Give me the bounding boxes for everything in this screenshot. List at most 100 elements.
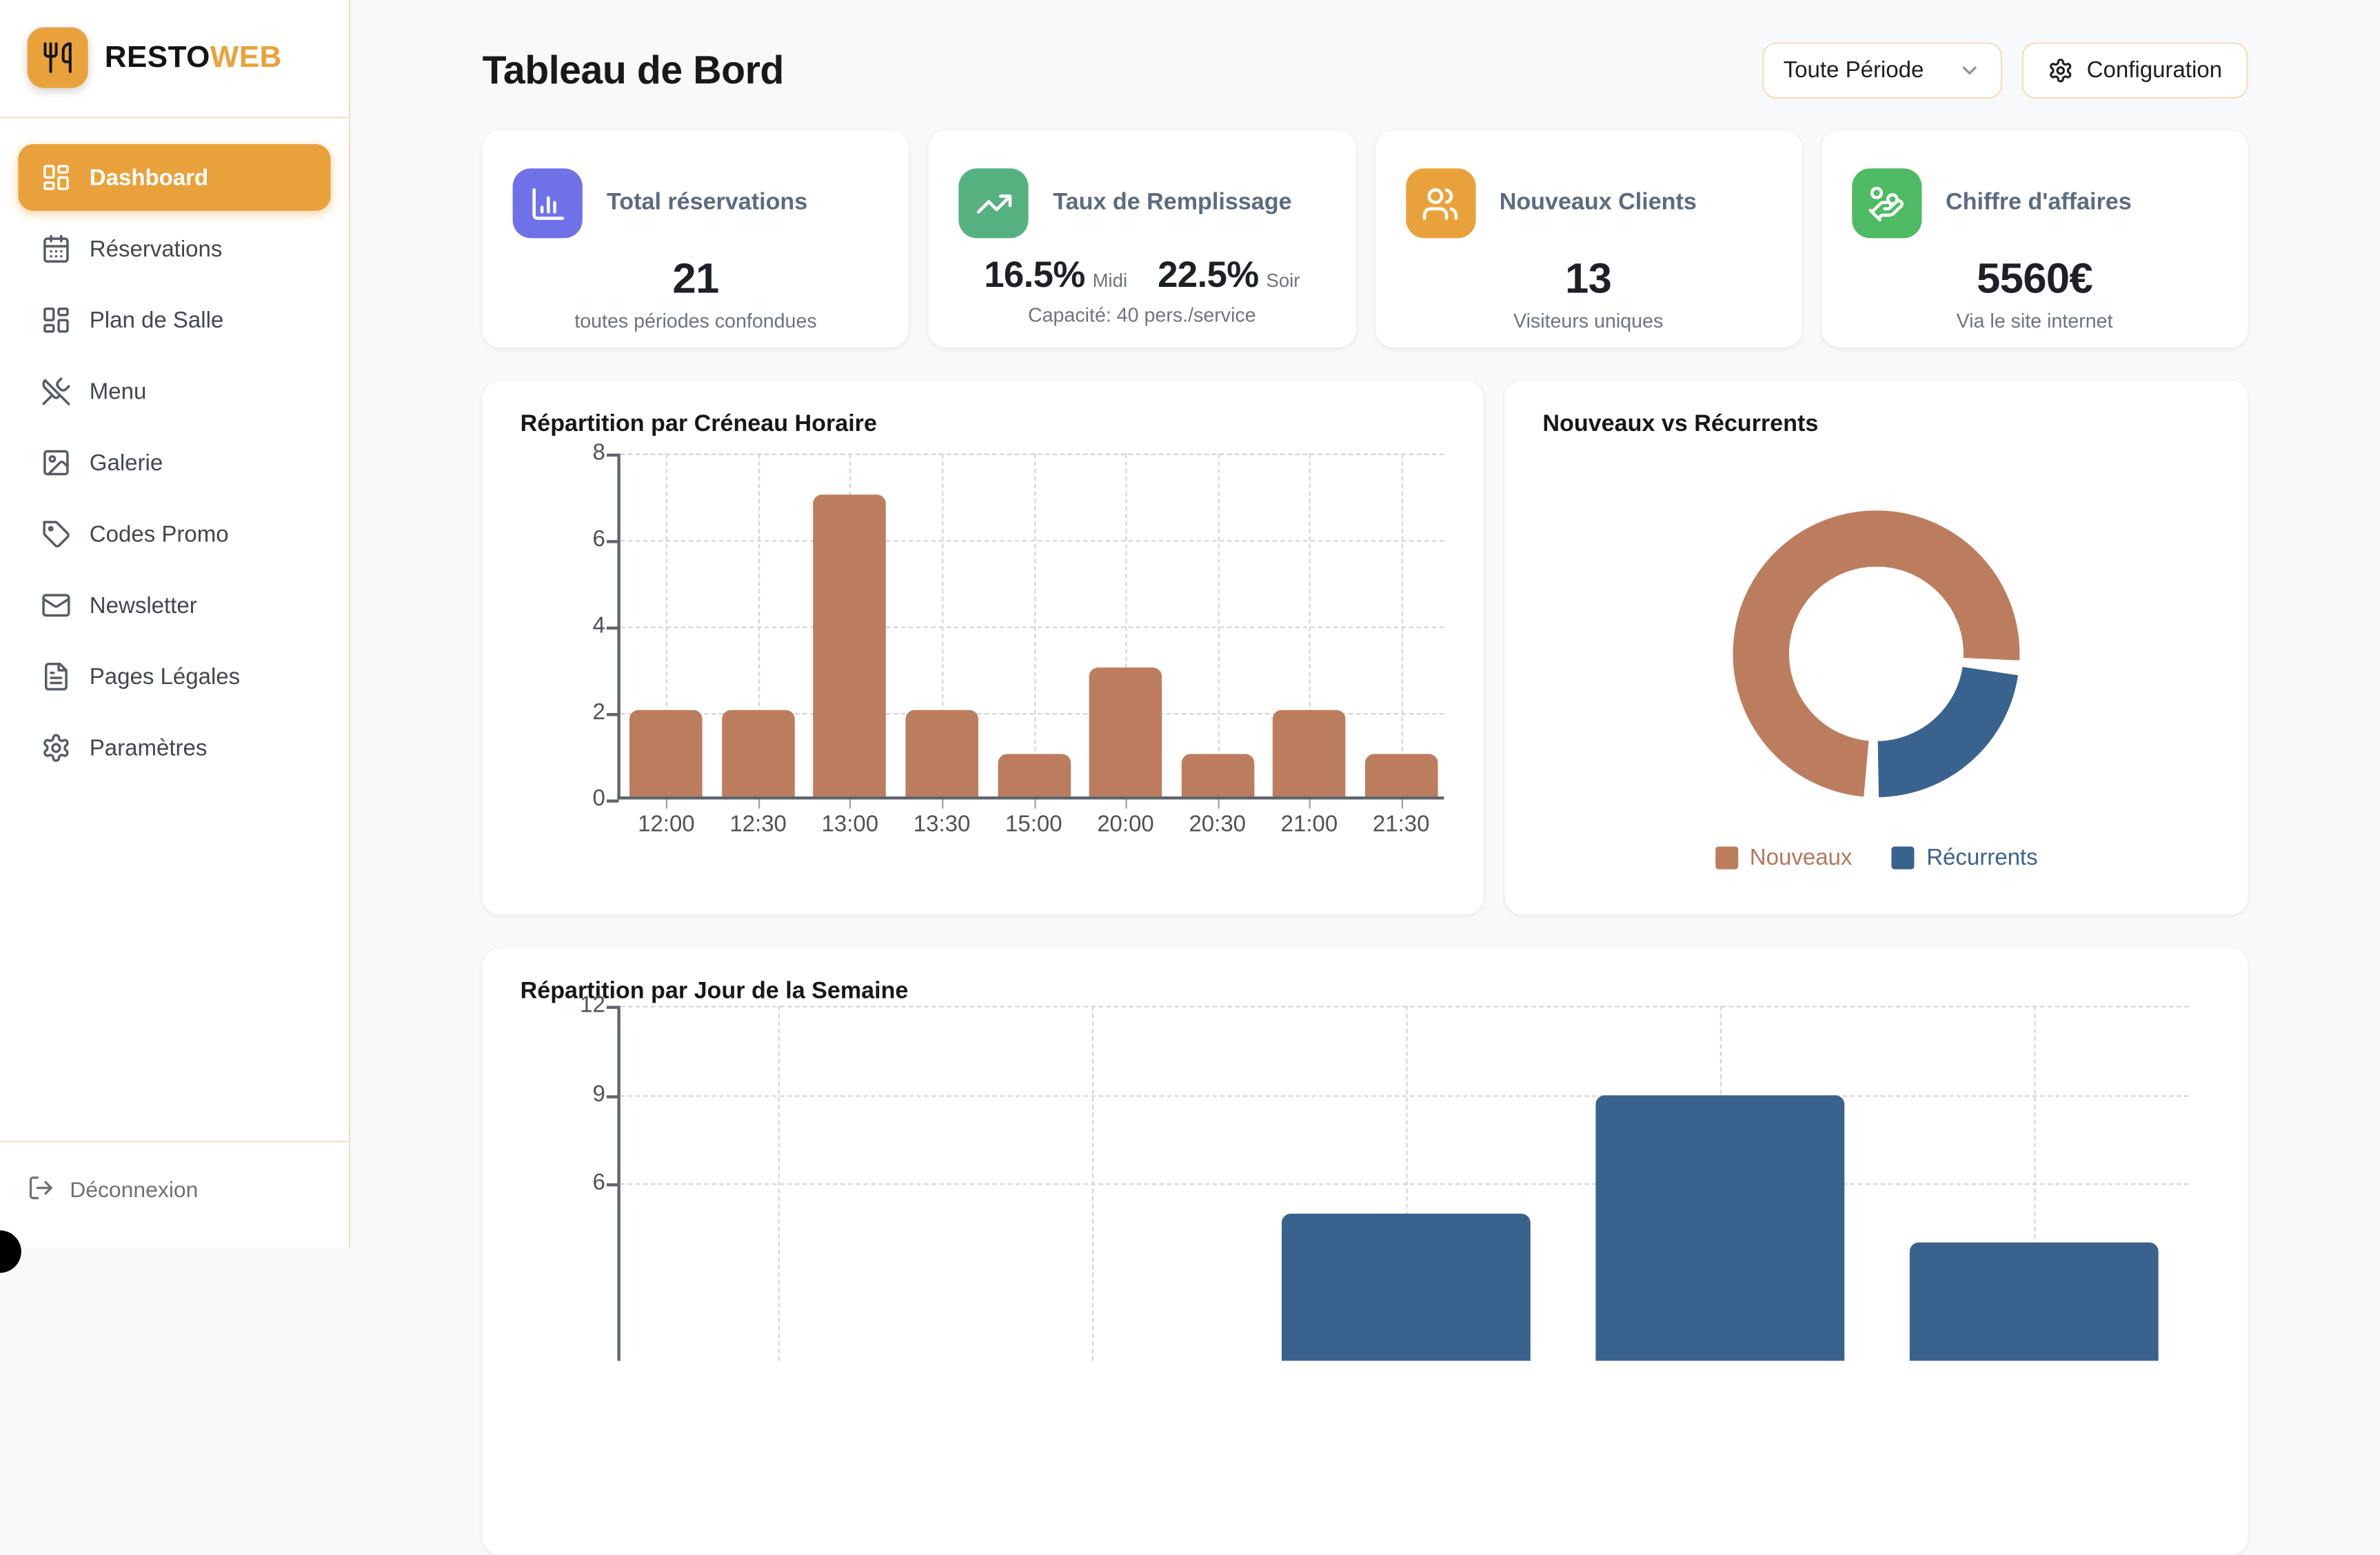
y-tick-mark [607,1005,619,1009]
utensils-crossed-icon [41,377,71,407]
sidebar-item-galerie[interactable]: Galerie [18,430,330,496]
legend-swatch-recurrents [1891,846,1915,870]
bar-20-30[interactable] [1180,753,1254,796]
stat-card-subtitle: toutes périodes confondues [574,309,817,332]
chevron-down-icon [1958,59,1981,82]
sidebar-nav: Dashboard Réservations Plan de Salle Menu Ga… [0,119,349,786]
legend-item-nouveaux[interactable]: Nouveaux [1715,845,1852,871]
stat-card-value-row: 5560€ [1852,255,2218,303]
gridline-x-5 [1033,453,1036,796]
stat-card-value-suffix: Soir [1266,270,1300,292]
bar-15-00[interactable] [997,753,1071,796]
users-icon [1405,168,1475,239]
header-controls: Toute Période Configuration [1762,42,2248,99]
sidebar-item-label: Dashboard [89,164,209,191]
sidebar-item-dashboard[interactable]: Dashboard [18,144,331,211]
stat-card-value-row: 13 [1405,255,1771,303]
y-tick-mark [607,626,619,630]
y-tick-mark [607,1094,619,1098]
gridline-y-9 [620,1094,2189,1096]
bar-21-30[interactable] [1364,753,1438,796]
bar-day-4[interactable] [1595,1094,1845,1361]
gridline-y-4 [620,626,1444,628]
bar-chart-creneau[interactable]: 8 6 4 2 0 12:00 12:30 13:00 13:30 15:00 20:00 20:30… [592,440,1444,837]
x-tick-label: 12:00 [638,812,695,838]
bar-12-30[interactable] [721,710,795,796]
x-tick-label: 20:00 [1097,812,1154,838]
donut-segment-recurrents[interactable] [1877,666,2018,798]
configuration-button[interactable]: Configuration [2021,42,2248,99]
x-tick-mark [1125,799,1127,809]
stat-card-value-group: 22.5% Soir [1158,255,1300,298]
donut-chart-wrap: Nouveaux Récurrents [1542,494,2210,871]
sidebar-footer: Déconnexion [0,1141,349,1247]
chart-title-semaine: Répartition par Jour de la Semaine [520,979,909,1005]
y-tick-mark [607,799,619,803]
sidebar-item-label: Plan de Salle [89,307,224,333]
sidebar-item-codes-promo[interactable]: Codes Promo [18,501,330,568]
period-select[interactable]: Toute Période [1762,42,2002,99]
x-tick-mark [1401,799,1403,809]
x-tick-mark [849,799,852,809]
bar-chart-semaine[interactable]: 12 9 6 [580,992,2189,1361]
gridline-x-6 [1125,453,1127,796]
settings-icon [41,733,71,763]
charts-row: Répartition par Créneau Horaire 8 6 4 2 0 12:… [482,381,2248,915]
gridline-y-6 [620,1183,2189,1185]
sidebar-item-reservations[interactable]: Réservations [18,215,330,282]
stat-card-subtitle: Visiteurs uniques [1513,309,1664,332]
sidebar-item-label: Menu [89,378,147,405]
chart-card-creneau: Répartition par Créneau Horaire 8 6 4 2 0 12:… [482,381,1484,915]
sidebar-item-pages-legales[interactable]: Pages Légales [18,643,330,710]
bar-day-5[interactable] [1910,1242,2159,1361]
x-tick-mark [666,799,668,809]
donut-segment-nouveaux[interactable] [1733,510,2020,797]
y-tick-mark [607,1183,619,1187]
trending-up-icon [958,168,1029,239]
sidebar-item-parametres[interactable]: Paramètres [18,714,330,781]
bar-21-00[interactable] [1273,710,1346,796]
x-tick-label: 20:30 [1189,812,1247,838]
sidebar-item-menu[interactable]: Menu [18,358,330,425]
tag-icon [41,519,71,549]
y-tick-mark [607,540,619,543]
page-header: Tableau de Bord Toute Période Configurat… [483,42,2248,99]
y-tick-label: 12 [580,992,605,1019]
logout-button[interactable]: Déconnexion [28,1174,322,1207]
stat-card-subtitle: Via le site internet [1956,309,2113,332]
y-tick-label: 6 [592,1170,605,1196]
sidebar-item-label: Codes Promo [89,521,229,548]
bar-day-3[interactable] [1282,1212,1531,1361]
stat-card-label: Chiffre d'affaires [1946,189,2132,215]
bar-20-00[interactable] [1089,666,1162,796]
sidebar-item-label: Galerie [89,450,163,476]
sidebar-item-label: Pages Légales [89,663,241,690]
y-tick-label: 2 [592,699,605,725]
gridline-y-6 [620,540,1444,542]
gridline-x-7 [1217,453,1219,796]
bar-12-00[interactable] [629,710,703,796]
gridline-x-9 [1401,453,1403,796]
stat-card-label: Nouveaux Clients [1499,189,1697,215]
logout-label: Déconnexion [70,1178,199,1203]
stat-card-value-row: 16.5% Midi 22.5% Soir [959,255,1325,298]
brand: RESTOWEB [0,0,349,119]
gridline-x-4 [942,453,944,796]
sidebar-item-plan-de-salle[interactable]: Plan de Salle [18,287,330,354]
mail-icon [41,590,71,621]
sidebar-item-newsletter[interactable]: Newsletter [18,572,330,639]
bar-13-00[interactable] [814,494,887,796]
log-out-icon [28,1174,55,1207]
gridline-y-12 [620,1005,2189,1007]
bar-13-30[interactable] [905,710,978,796]
chart-card-clients: Nouveaux vs Récurrents Nouveaux Récurrent… [1504,381,2248,915]
donut-chart-clients[interactable] [1717,494,2035,813]
stats-row: Total réservations 21 toutes périodes conf… [482,130,2248,348]
legend-item-recurrents[interactable]: Récurrents [1891,845,2038,871]
stat-card-nouveaux-clients: Nouveaux Clients 13 Visiteurs uniques [1375,130,1802,348]
hand-coins-icon [1851,168,1922,239]
stat-card-label: Taux de Remplissage [1053,189,1292,215]
main-content: Tableau de Bord Toute Période Configurat… [350,0,2380,1555]
utensils-logo-icon [27,27,88,88]
gear-icon [2047,58,2073,83]
